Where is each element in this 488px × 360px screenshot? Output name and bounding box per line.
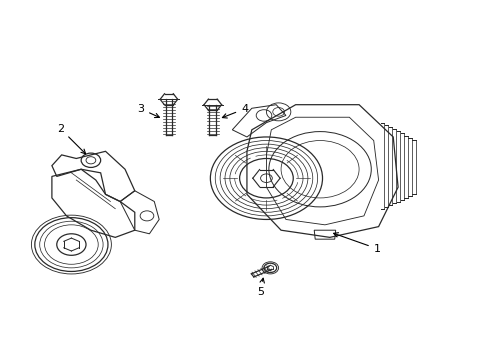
Text: 3: 3 xyxy=(137,104,159,118)
Text: 5: 5 xyxy=(256,278,264,297)
Text: 4: 4 xyxy=(222,104,248,118)
Text: 2: 2 xyxy=(57,123,85,154)
Text: 1: 1 xyxy=(333,233,380,254)
